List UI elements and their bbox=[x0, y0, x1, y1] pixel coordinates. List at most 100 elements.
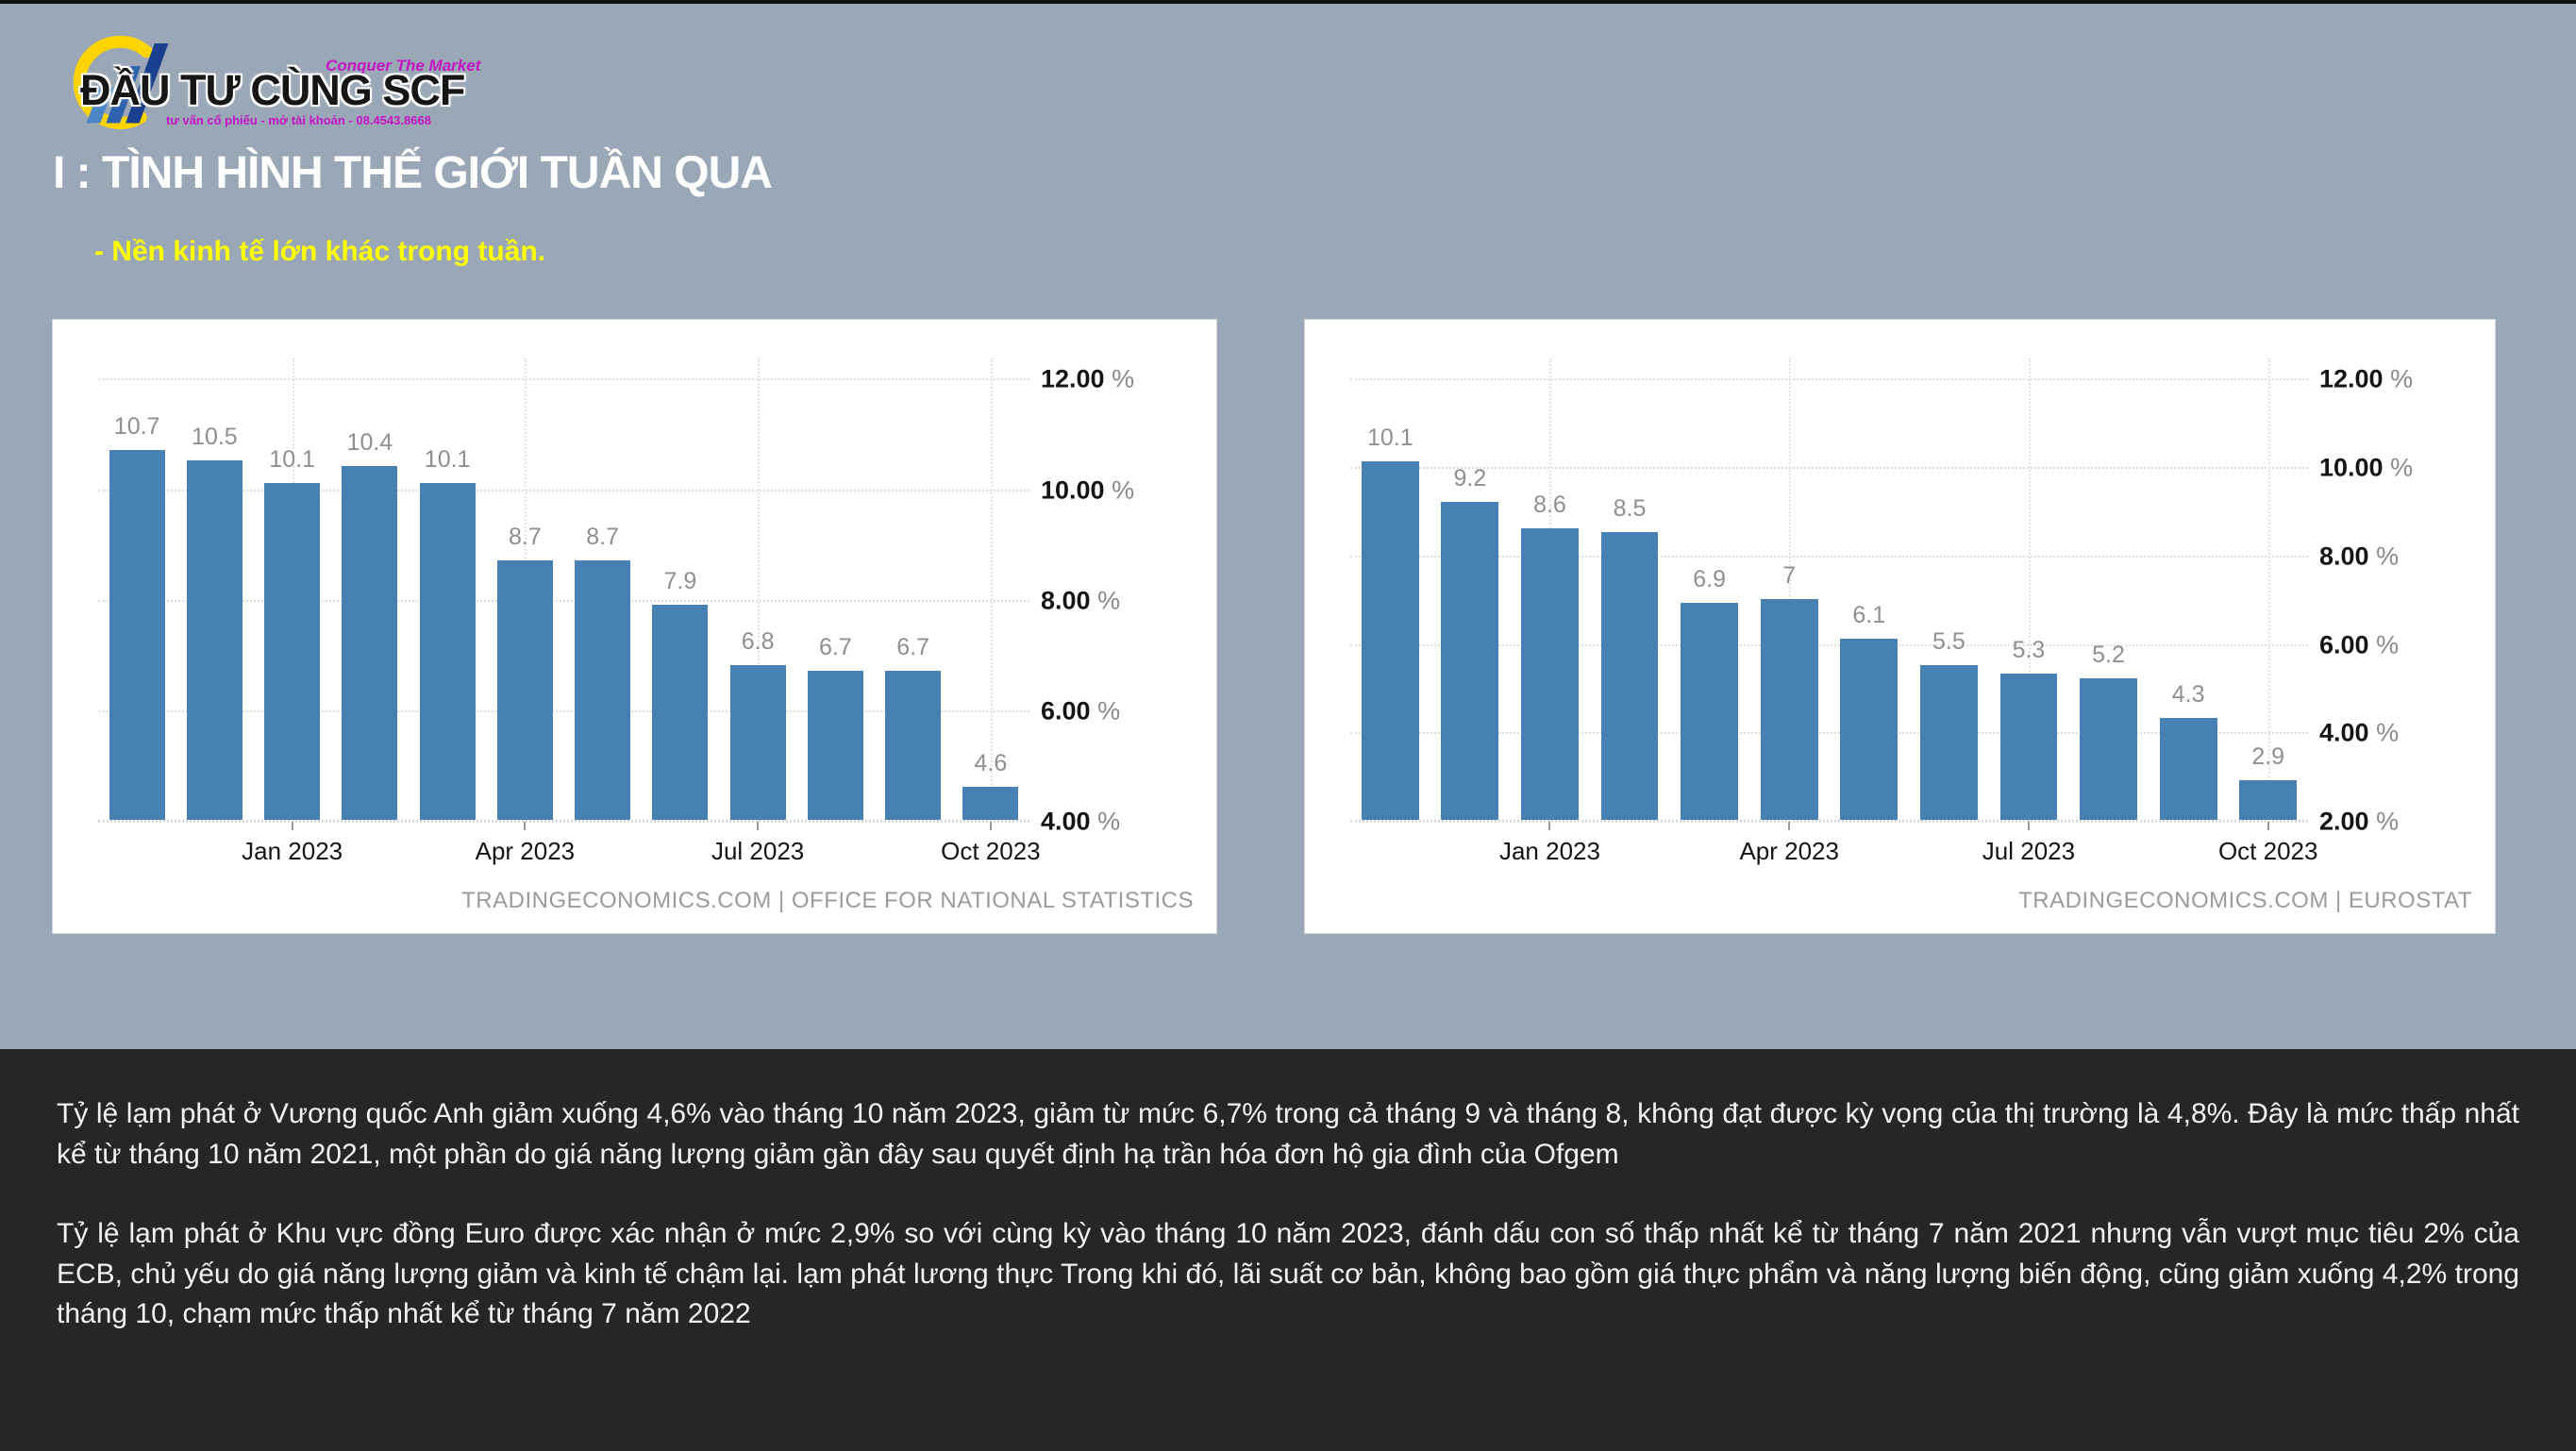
x-axis-label: Jul 2023 bbox=[1982, 837, 2076, 865]
bar-value-label: 4.6 bbox=[974, 749, 1008, 776]
y-axis-label: 12.00 % bbox=[2319, 365, 2413, 394]
bar bbox=[1521, 527, 1579, 820]
bar bbox=[807, 670, 863, 820]
bar bbox=[264, 482, 321, 820]
x-axis-label: Jul 2023 bbox=[711, 837, 805, 865]
bar-value-label: 8.5 bbox=[1613, 495, 1647, 523]
euro-inflation-paragraph: Tỷ lệ lạm phát ở Khu vực đồng Euro được … bbox=[57, 1218, 2519, 1330]
x-axis-tick bbox=[757, 822, 760, 830]
euro-chart-y-axis: 12.00 % 10.00 % 8.00 % 6.00 % 4.00 % 2.00 % bbox=[2308, 358, 2495, 836]
h-gridline bbox=[98, 378, 1029, 381]
euro-chart-plot-area: Jan 2023 Apr 2023 Jul 2023 Oct 2023 10.1 9.2 8… bbox=[1350, 358, 2317, 865]
y-axis-label-value: 8.00 bbox=[1041, 586, 1091, 615]
bar-value-label: 8.6 bbox=[1533, 491, 1566, 518]
bar bbox=[729, 665, 786, 820]
y-axis-label-unit: % bbox=[1090, 807, 1121, 836]
bar bbox=[1840, 638, 1899, 820]
page-title: I : TÌNH HÌNH THẾ GIỚI TUẦN QUA bbox=[53, 148, 773, 198]
y-axis-label-unit: % bbox=[1104, 475, 1135, 505]
y-axis-label-unit: % bbox=[2383, 364, 2414, 393]
bar bbox=[2159, 718, 2217, 820]
y-axis-label-value: 6.00 bbox=[1041, 696, 1091, 726]
scf-logo: Conquer The Market ĐẦU TƯ CÙNG SCF tư vấ… bbox=[55, 17, 527, 144]
y-axis-label-unit: % bbox=[2383, 453, 2414, 482]
v-gridline bbox=[758, 358, 761, 822]
y-axis-label: 2.00 % bbox=[2319, 808, 2399, 837]
x-axis-label: Oct 2023 bbox=[941, 837, 1041, 865]
bar-value-label: 6.8 bbox=[741, 628, 775, 656]
v-gridline bbox=[990, 358, 993, 822]
bar bbox=[1760, 598, 1818, 820]
bar bbox=[1441, 501, 1499, 820]
bar-value-label: 8.7 bbox=[508, 523, 542, 550]
logo-tagline: Conquer The Market bbox=[326, 57, 481, 75]
scf-chart-logo-icon bbox=[62, 32, 187, 138]
y-axis-label-value: 8.00 bbox=[2319, 542, 2369, 571]
bar bbox=[2239, 779, 2298, 820]
bar-value-label: 8.7 bbox=[586, 523, 620, 550]
y-axis-label-value: 10.00 bbox=[2319, 453, 2384, 482]
bar bbox=[419, 482, 476, 820]
y-axis-label: 6.00 % bbox=[2319, 630, 2399, 659]
h-gridline bbox=[1350, 555, 2308, 558]
bar-value-label: 9.2 bbox=[1453, 464, 1487, 492]
y-axis-label-unit: % bbox=[1104, 364, 1135, 393]
uk-inflation-chart: Jan 2023 Apr 2023 Jul 2023 Oct 2023 10.7 10.5… bbox=[52, 319, 1217, 934]
logo-contact-text: tư vấn cổ phiếu - mở tài khoản - 08.4543… bbox=[166, 113, 431, 127]
y-axis-label: 10.00 % bbox=[2319, 454, 2413, 483]
commentary-panel: Tỷ lệ lạm phát ở Vương quốc Anh giảm xuố… bbox=[0, 1049, 2576, 1451]
h-gridline bbox=[1350, 467, 2308, 470]
page-subtitle: - Nền kinh tế lớn khác trong tuần. bbox=[94, 236, 546, 267]
x-axis-tick bbox=[2267, 822, 2269, 830]
bar bbox=[1361, 461, 1419, 820]
bar bbox=[962, 786, 1019, 820]
bar-value-label: 7.9 bbox=[663, 567, 697, 594]
bar bbox=[885, 670, 942, 820]
bar bbox=[1999, 674, 2058, 820]
y-axis-label: 8.00 % bbox=[2319, 542, 2399, 571]
bar-value-label: 10.5 bbox=[192, 424, 238, 451]
v-gridline bbox=[2267, 358, 2270, 822]
euro-area-inflation-chart: Jan 2023 Apr 2023 Jul 2023 Oct 2023 10.1 9.2 8… bbox=[1304, 319, 2496, 934]
bar-value-label: 4.3 bbox=[2171, 681, 2205, 709]
euro-chart-source: TRADINGECONOMICS.COM | EUROSTAT bbox=[2018, 888, 2472, 913]
bar-value-label: 10.4 bbox=[346, 429, 393, 457]
bar bbox=[496, 559, 553, 820]
bar-value-label: 5.3 bbox=[2012, 637, 2046, 664]
top-border-strip bbox=[0, 0, 2576, 4]
bar-value-label: 5.2 bbox=[2092, 642, 2125, 669]
v-gridline bbox=[2028, 358, 2031, 822]
bar-value-label: 10.1 bbox=[1366, 425, 1413, 452]
bar-value-label: 7 bbox=[1782, 561, 1797, 589]
h-gridline bbox=[98, 821, 1029, 823]
y-axis-label-value: 6.00 bbox=[2319, 630, 2369, 659]
bar-value-label: 10.1 bbox=[269, 445, 315, 473]
bar-value-label: 6.7 bbox=[896, 633, 930, 660]
v-gridline bbox=[1789, 358, 1792, 822]
bar-value-label: 6.9 bbox=[1693, 566, 1727, 593]
bar-value-label: 2.9 bbox=[2251, 742, 2285, 770]
x-axis-tick bbox=[1548, 822, 1551, 830]
y-axis-label-value: 4.00 bbox=[1041, 807, 1091, 836]
y-axis-label-unit: % bbox=[2368, 542, 2400, 571]
x-axis-tick bbox=[291, 822, 293, 830]
x-axis-label: Oct 2023 bbox=[2217, 837, 2318, 865]
bar bbox=[575, 559, 631, 820]
x-axis-label: Jan 2023 bbox=[242, 837, 343, 865]
y-axis-label: 4.00 % bbox=[1041, 808, 1120, 837]
h-gridline bbox=[98, 489, 1029, 492]
h-gridline bbox=[1350, 378, 2308, 381]
y-axis-label-unit: % bbox=[1090, 696, 1121, 726]
bar-value-label: 10.1 bbox=[424, 445, 471, 473]
bar-value-label: 10.7 bbox=[113, 412, 160, 440]
x-axis-tick bbox=[1788, 822, 1791, 830]
y-axis-label: 12.00 % bbox=[1041, 365, 1134, 394]
x-axis-label: Apr 2023 bbox=[475, 837, 576, 865]
x-axis-tick bbox=[989, 822, 992, 830]
bar-value-label: 6.1 bbox=[1852, 601, 1886, 628]
logo-brand-text: ĐẦU TƯ CÙNG SCF bbox=[80, 66, 465, 114]
bar bbox=[186, 460, 243, 820]
y-axis-label: 4.00 % bbox=[2319, 719, 2399, 748]
bar bbox=[2080, 678, 2137, 820]
y-axis-label-unit: % bbox=[2368, 807, 2400, 836]
